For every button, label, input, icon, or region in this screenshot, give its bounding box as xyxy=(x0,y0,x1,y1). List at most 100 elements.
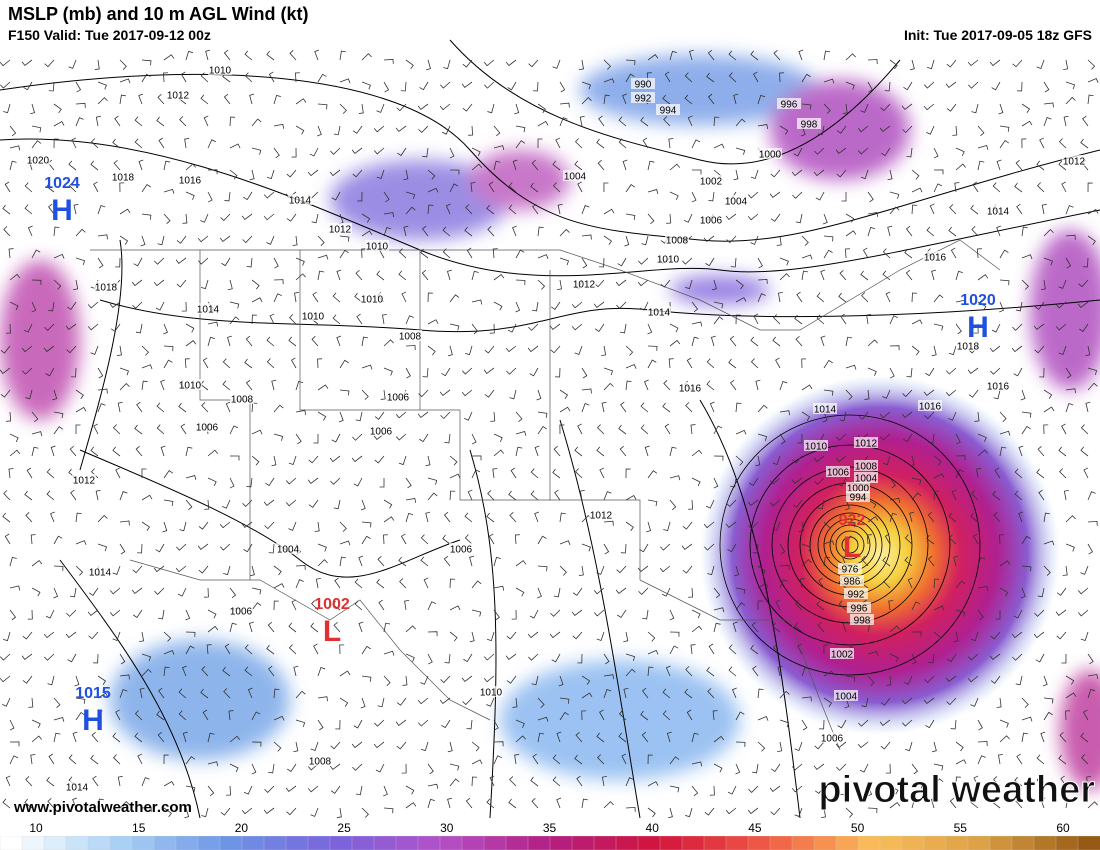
wind-barb xyxy=(141,777,150,787)
wind-barb xyxy=(823,644,829,655)
wind-barb xyxy=(273,715,285,721)
label-bg xyxy=(111,171,135,182)
wind-barb xyxy=(185,645,195,655)
wind-barb xyxy=(469,631,475,643)
wind-barb xyxy=(469,555,475,567)
wind-barb xyxy=(115,467,121,479)
wind-barb xyxy=(625,73,635,83)
colorbar-segment xyxy=(527,835,551,850)
wind-barb xyxy=(581,710,587,721)
wind-barb xyxy=(483,653,495,661)
isobars xyxy=(0,39,1100,819)
colorbar-segment xyxy=(593,835,617,850)
wind-barb xyxy=(823,670,835,677)
wind-barb xyxy=(769,499,781,507)
wind-barb xyxy=(383,622,391,633)
wind-barb xyxy=(119,182,125,193)
wind-barb xyxy=(647,359,657,369)
wind-barb xyxy=(202,357,209,369)
wind-barb xyxy=(625,653,636,662)
wind-barb xyxy=(537,103,546,114)
wind-barb xyxy=(735,297,747,303)
colorbar-segment xyxy=(879,835,903,850)
wind-barb xyxy=(1039,367,1045,378)
wind-barb xyxy=(933,323,944,331)
wind-barb xyxy=(353,719,363,729)
wind-barb xyxy=(116,345,122,357)
wind-barb xyxy=(757,293,766,303)
wind-barb xyxy=(885,763,891,774)
wind-barb xyxy=(317,411,327,421)
wind-barb xyxy=(735,602,746,611)
wind-barb xyxy=(647,631,656,642)
wind-barb xyxy=(405,367,411,379)
wind-barb xyxy=(396,697,407,706)
wind-barb xyxy=(46,468,55,479)
wind-barb xyxy=(463,653,473,663)
wind-barb xyxy=(6,411,12,422)
wind-barb xyxy=(53,426,64,435)
label-bg xyxy=(844,588,868,599)
wind-barb xyxy=(823,78,835,84)
wind-barb xyxy=(295,564,306,570)
wind-barb xyxy=(197,235,209,243)
wind-barb xyxy=(992,182,1001,193)
wind-barb xyxy=(383,191,390,203)
wind-barb xyxy=(620,543,627,554)
wind-barb xyxy=(464,411,473,421)
wind-barb xyxy=(556,731,562,743)
wind-barb xyxy=(315,577,321,589)
wind-barb xyxy=(288,455,297,466)
wind-barb xyxy=(879,411,891,419)
wind-barb xyxy=(153,565,165,573)
wind-barb xyxy=(251,147,262,155)
wind-barb xyxy=(559,424,565,435)
wind-barb xyxy=(163,188,175,194)
wind-barb xyxy=(596,138,605,149)
wind-barb xyxy=(141,73,151,83)
wind-barb xyxy=(273,688,280,699)
wind-barb xyxy=(549,323,561,330)
wind-barb xyxy=(510,467,517,479)
wind-barb xyxy=(603,520,614,526)
wind-barb xyxy=(791,169,803,177)
wind-barb xyxy=(528,653,539,661)
wind-barb xyxy=(779,719,790,728)
wind-barb xyxy=(400,81,407,92)
wind-barb xyxy=(493,741,504,747)
wind-barb xyxy=(134,710,143,721)
wind-barb xyxy=(418,389,429,398)
wind-barb xyxy=(93,653,99,664)
wind-barb xyxy=(163,499,174,506)
wind-barb xyxy=(25,776,33,787)
wind-barb xyxy=(728,644,737,655)
wind-barb xyxy=(185,323,195,333)
wind-barb xyxy=(970,204,979,215)
wind-barb xyxy=(176,543,187,551)
wind-barb xyxy=(515,719,525,728)
wind-barb xyxy=(136,401,143,413)
wind-barb xyxy=(462,697,473,706)
wind-barb xyxy=(134,116,143,127)
wind-barb xyxy=(1033,323,1045,330)
wind-barb xyxy=(581,798,588,809)
wind-barb xyxy=(926,125,935,135)
wind-barb xyxy=(207,625,219,633)
wind-barb xyxy=(227,279,233,291)
wind-barb xyxy=(1021,120,1033,127)
wind-barb xyxy=(927,555,935,567)
wind-barb xyxy=(977,301,987,311)
wind-barb xyxy=(867,807,878,814)
wind-barb xyxy=(728,358,737,369)
wind-barb xyxy=(97,710,103,721)
wind-barb xyxy=(734,565,740,577)
wind-barb xyxy=(733,169,739,181)
label-bg xyxy=(834,690,858,701)
wind-barb xyxy=(647,54,659,61)
label-bg xyxy=(230,393,254,404)
label-bg xyxy=(854,460,878,471)
wind-barb xyxy=(666,213,672,224)
wind-barb xyxy=(28,697,34,708)
wind-barb xyxy=(819,719,825,730)
wind-barb xyxy=(909,511,915,523)
